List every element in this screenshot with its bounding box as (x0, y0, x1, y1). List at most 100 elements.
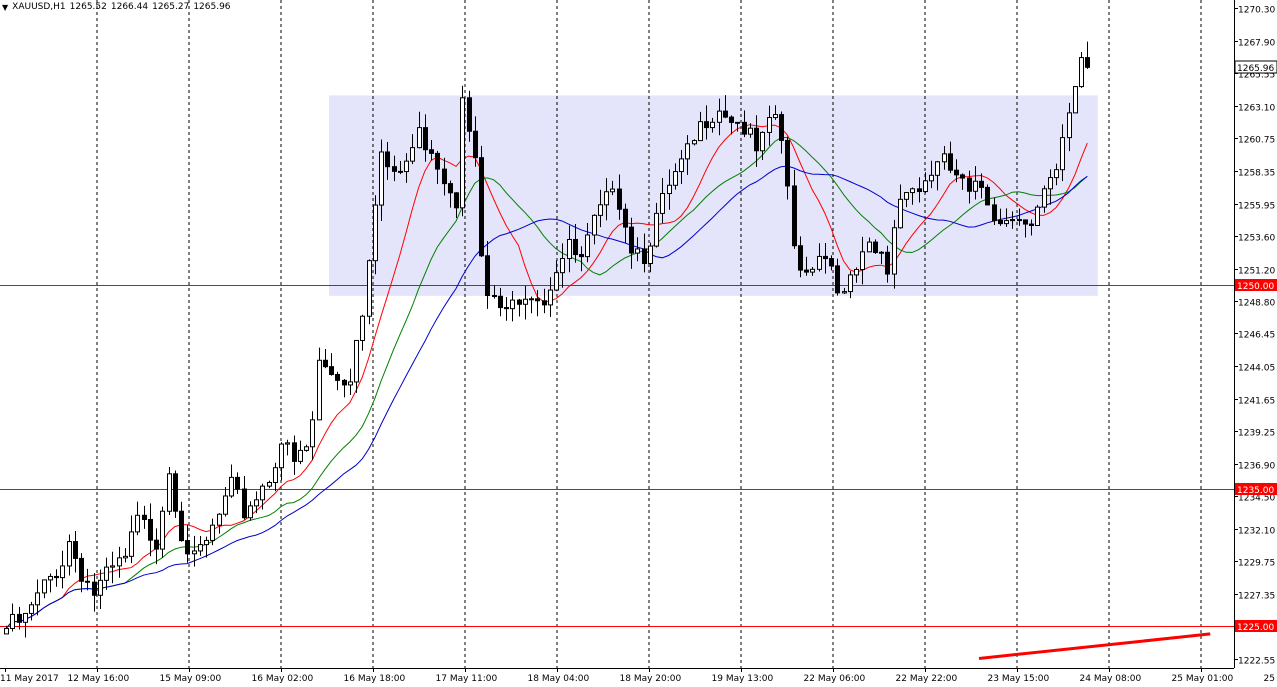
candle-body (467, 97, 472, 132)
candle-body (648, 245, 653, 265)
y-tick-label: 1246.45 (1238, 331, 1275, 341)
y-tick-label: 1244.05 (1238, 364, 1275, 374)
candle-body (485, 255, 490, 297)
candle-body (242, 488, 247, 519)
y-tick-label: 1234.50 (1238, 494, 1275, 504)
candle-body (135, 514, 140, 533)
candle-body (260, 485, 265, 501)
x-tick-label: 22 May 22:00 (896, 674, 958, 684)
candle-body (717, 110, 722, 123)
candle-body (60, 565, 65, 579)
candle-body (604, 191, 609, 206)
candle-body (992, 204, 997, 221)
candle-body (948, 153, 953, 171)
trendline[interactable] (978, 632, 1211, 660)
x-tick-label: 12 May 16:00 (68, 674, 130, 684)
level-price-tag (1235, 483, 1277, 495)
candle-body (679, 158, 684, 173)
close-value: 1265.96 (193, 2, 231, 12)
candle-body (523, 298, 528, 305)
x-tick-label: 17 May 11:00 (436, 674, 498, 684)
candle-body (310, 419, 315, 448)
candle-body (667, 184, 672, 195)
candle-body (398, 170, 403, 173)
candle-body (304, 446, 309, 451)
candle-body (810, 268, 815, 273)
level-price-label: 1250.00 (1237, 282, 1274, 292)
candle-body (1004, 220, 1009, 225)
candle-body (729, 116, 734, 123)
x-tick-label: 18 May 20:00 (620, 674, 682, 684)
candle-body (823, 255, 828, 260)
candle-body (1067, 112, 1072, 139)
x-tick-label: 16 May 18:00 (344, 674, 406, 684)
candle-body (1054, 169, 1059, 179)
candle-body (654, 212, 659, 247)
open-value: 1265.52 (69, 2, 107, 12)
candle-body (735, 121, 740, 124)
y-tick-label: 1239.25 (1238, 429, 1275, 439)
candle-body (760, 131, 765, 152)
symbol-info-bar: ▼ XAUUSD,H1 1265.52 1266.44 1265.27 1265… (2, 2, 231, 12)
candle-body (979, 180, 984, 188)
level-price-tag (1235, 279, 1277, 291)
horizontal-levels[interactable] (0, 285, 1234, 627)
candle-body (804, 269, 809, 273)
x-tick-label: 22 May 06:00 (804, 674, 866, 684)
candle-body (848, 274, 853, 293)
candle-body (785, 139, 790, 187)
candle-body (35, 592, 40, 606)
candle-body (267, 481, 272, 487)
candle-body (98, 579, 103, 596)
candle-body (104, 566, 109, 581)
level-price-tag (1235, 620, 1277, 632)
candle-body (910, 188, 915, 194)
candle-body (892, 227, 897, 275)
candle-body (504, 307, 509, 310)
candle-body (285, 442, 290, 445)
candle-body (579, 254, 584, 258)
y-tick-label: 1265.55 (1238, 71, 1275, 81)
y-tick-label: 1258.35 (1238, 169, 1275, 179)
candle-body (273, 467, 278, 483)
candle-body (223, 495, 228, 515)
y-tick-label: 1251.20 (1238, 267, 1275, 277)
candle-body (360, 315, 365, 341)
candle-body (492, 295, 497, 298)
candle-body (142, 514, 147, 520)
candle-body (954, 169, 959, 176)
current-price-label: 1265.96 (1237, 64, 1274, 74)
candle-body (817, 255, 822, 270)
candle-body (1085, 57, 1090, 68)
candle-body (723, 110, 728, 118)
y-tick-label: 1255.95 (1238, 202, 1275, 212)
candle-body (373, 204, 378, 262)
candle-body (348, 381, 353, 386)
triangle-down-icon[interactable]: ▼ (2, 2, 9, 12)
candle-body (617, 188, 622, 210)
candle-body (860, 251, 865, 271)
candle-body (235, 476, 240, 490)
candle-body (29, 604, 34, 614)
candle-body (510, 299, 515, 310)
candle-body (885, 251, 890, 275)
y-tick-label: 1248.80 (1238, 299, 1275, 309)
candle-body (442, 168, 447, 185)
low-value: 1265.27 (152, 2, 190, 12)
y-tick-label: 1270.30 (1238, 6, 1275, 16)
ma-slow-line (5, 165, 1088, 629)
candlesticks (4, 41, 1090, 638)
candle-body (173, 473, 178, 512)
candle-body (610, 188, 615, 193)
candle-body (854, 269, 859, 276)
candle-body (742, 121, 747, 135)
candle-body (354, 339, 359, 383)
candle-body (1029, 223, 1034, 226)
candle-body (592, 214, 597, 236)
candle-body (67, 541, 72, 567)
candle-body (1079, 57, 1084, 88)
candle-body (1073, 86, 1078, 114)
candle-body (210, 524, 215, 541)
y-tick-label: 1227.35 (1238, 592, 1275, 602)
